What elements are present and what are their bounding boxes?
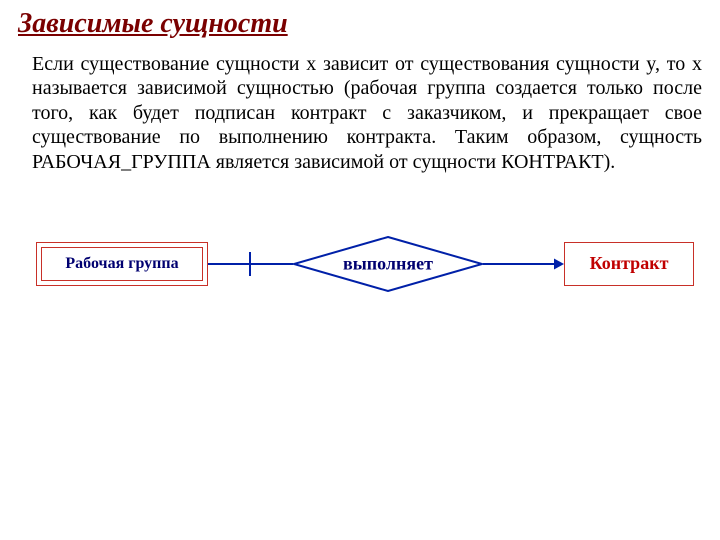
er-diagram: Рабочая группа выполняет Контракт [18,222,702,312]
body-paragraph: Если существование сущности x зависит от… [32,52,702,174]
entity-kontrakt: Контракт [564,242,694,286]
entity-right-label: Контракт [590,253,669,274]
page-title: Зависимые сущности [18,8,702,40]
